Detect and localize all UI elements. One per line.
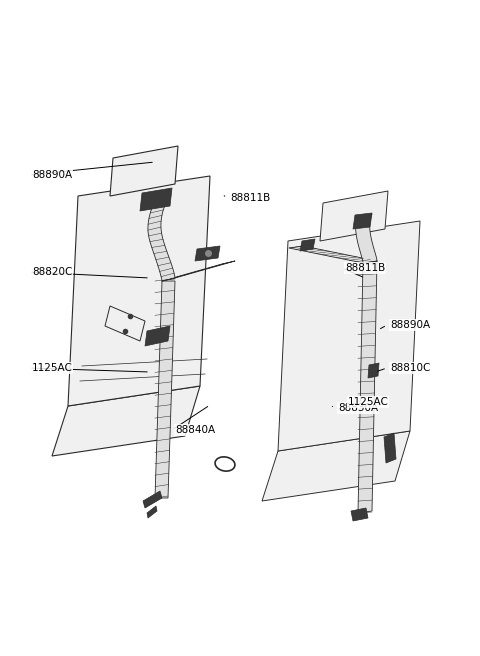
Polygon shape [195,246,220,261]
Polygon shape [300,239,315,251]
Polygon shape [368,363,379,378]
Polygon shape [353,213,372,229]
Text: 1125AC: 1125AC [348,397,389,407]
Polygon shape [351,508,368,521]
Polygon shape [140,188,172,211]
Polygon shape [110,146,178,196]
Polygon shape [52,386,200,456]
Polygon shape [145,326,170,346]
Text: 88811B: 88811B [345,263,385,273]
Polygon shape [162,261,235,281]
Text: 88820C: 88820C [32,267,72,277]
Text: 88890A: 88890A [390,320,430,330]
Text: 88830A: 88830A [338,403,378,413]
Text: 1125AC: 1125AC [32,363,73,373]
Polygon shape [384,433,396,463]
Polygon shape [143,491,162,508]
Polygon shape [147,506,157,518]
Polygon shape [289,246,377,263]
Polygon shape [148,198,175,281]
Text: 88810C: 88810C [390,363,431,373]
Polygon shape [155,281,175,498]
Polygon shape [262,431,410,501]
Polygon shape [358,261,377,513]
Polygon shape [320,191,388,241]
Polygon shape [68,176,210,406]
Text: 88840A: 88840A [175,425,215,435]
Polygon shape [356,214,377,263]
Text: 88811B: 88811B [230,193,270,203]
Text: 88890A: 88890A [32,170,72,180]
Polygon shape [278,221,420,451]
